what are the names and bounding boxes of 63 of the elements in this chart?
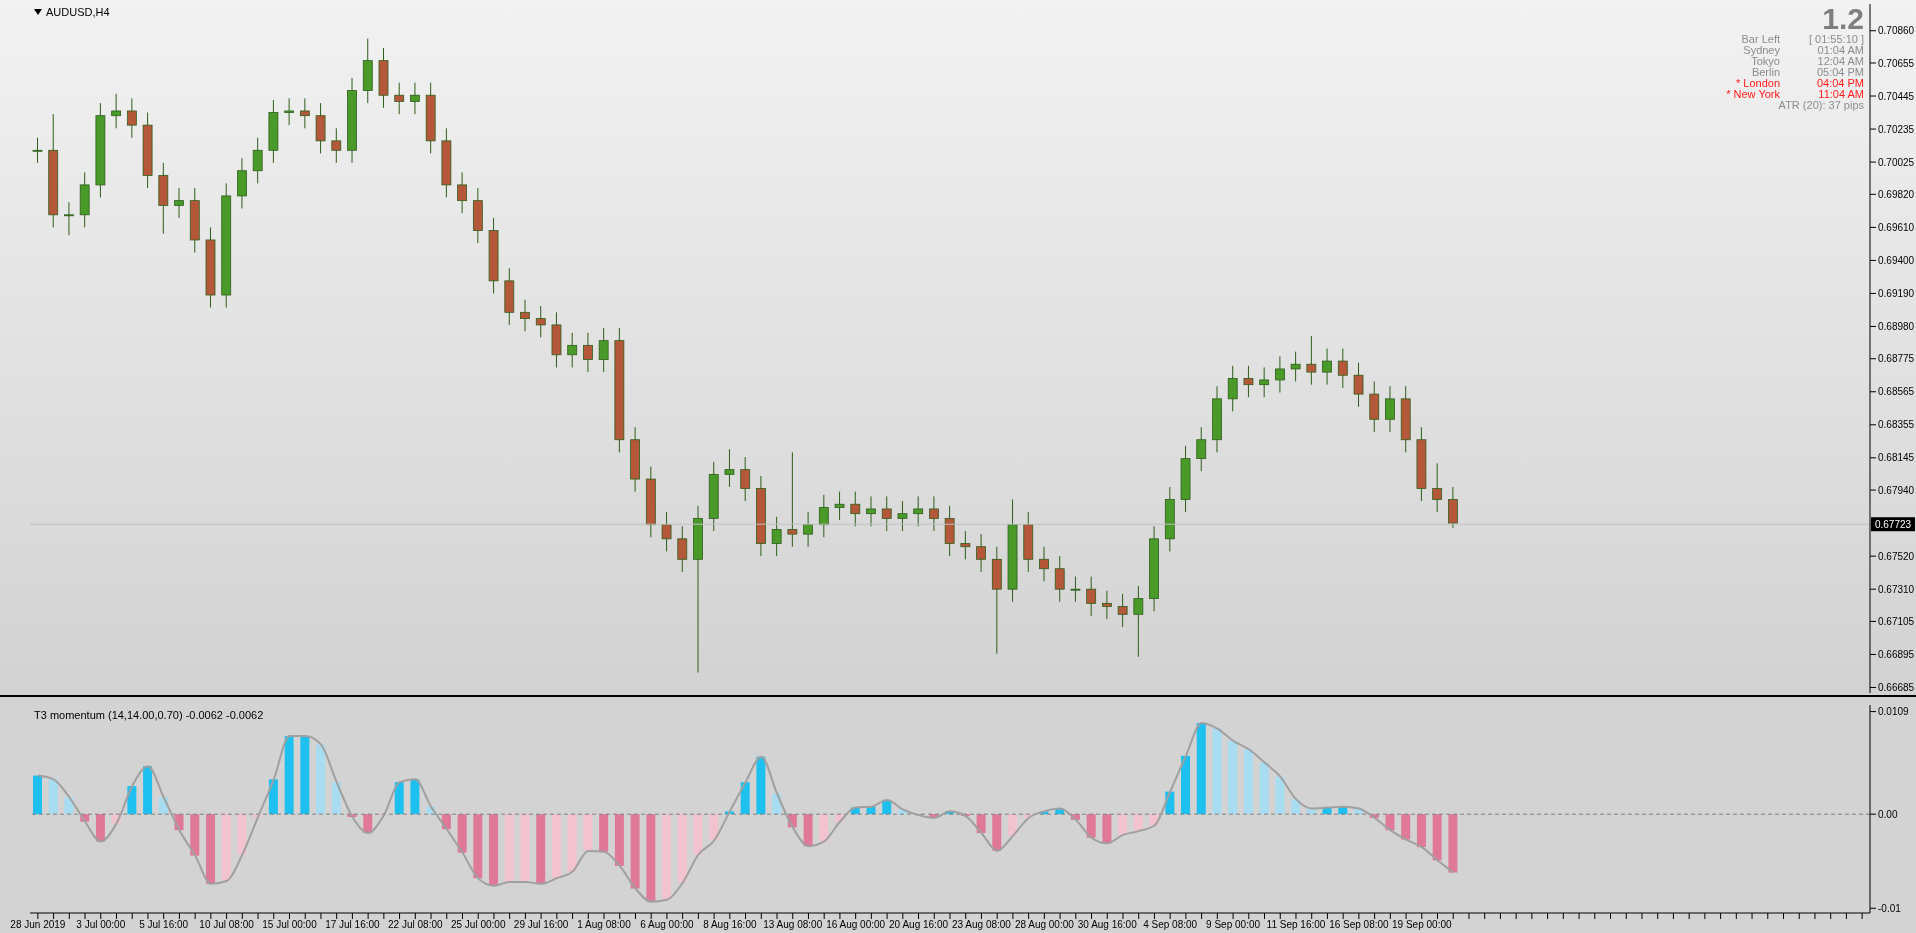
- y-tick-label: 0.70860: [1878, 25, 1915, 37]
- chart-title: AUDUSD,H4: [46, 6, 110, 18]
- x-tick-label: 29 Jul 16:00: [513, 919, 569, 931]
- y-tick-label: 0.66895: [1878, 649, 1915, 661]
- y-tick-label: 0.68355: [1878, 419, 1915, 431]
- x-tick-label: 23 Aug 08:00: [951, 919, 1012, 931]
- y-tick-label: 0.68145: [1878, 452, 1915, 464]
- x-tick-label: 17 Jul 16:00: [325, 919, 381, 931]
- y-tick-label: 0.70235: [1878, 123, 1915, 135]
- y-tick-label: 0.70445: [1878, 90, 1915, 102]
- x-tick-label: 9 Sep 00:00: [1206, 919, 1261, 931]
- annotation: ATR (20): 37 pips: [1777, 99, 1864, 111]
- x-tick-label: 5 Jul 16:00: [139, 919, 189, 931]
- x-tick-label: 22 Jul 08:00: [388, 919, 443, 931]
- y-tick-label: 0.69400: [1878, 254, 1915, 266]
- y-tick-label: 0.68775: [1878, 353, 1915, 365]
- annotation: 11:04 AM: [1817, 88, 1864, 100]
- y-tick-label: 0.70025: [1878, 156, 1915, 168]
- x-tick-label: 16 Sep 08:00: [1329, 919, 1390, 931]
- annotation: 04:04 PM: [1815, 77, 1864, 89]
- x-tick-label: 16 Aug 00:00: [826, 919, 886, 931]
- x-tick-label: 19 Sep 00:00: [1392, 919, 1452, 931]
- y-tick-label: 0.70655: [1878, 57, 1915, 69]
- y-tick-label: 0.67520: [1878, 550, 1915, 562]
- y-tick-label: -0.01: [1878, 902, 1902, 914]
- y-tick-label: 0.67105: [1878, 615, 1915, 627]
- x-tick-label: 20 Aug 16:00: [889, 919, 949, 931]
- x-tick-label: 1 Aug 08:00: [577, 919, 632, 931]
- y-tick-label: 0.68565: [1878, 386, 1915, 398]
- y-tick-label: 0.00: [1878, 808, 1898, 820]
- x-tick-label: 30 Aug 16:00: [1077, 919, 1138, 931]
- annotation: Tokyo: [1751, 55, 1780, 67]
- y-tick-label: 0.68980: [1878, 321, 1915, 333]
- x-tick-label: 28 Jun 2019: [10, 919, 66, 931]
- annotation: Berlin: [1750, 66, 1780, 78]
- chart-title: T3 momentum (14,14.00,0.70) -0.0062 -0.0062: [34, 709, 264, 721]
- annotation: Bar Left: [1740, 33, 1780, 45]
- y-tick-label: 0.0109: [1878, 706, 1910, 718]
- annotation: * London: [1734, 77, 1780, 89]
- x-tick-label: 11 Sep 16:00: [1266, 919, 1326, 931]
- ref-line-label: 0.67723: [1874, 519, 1912, 531]
- x-tick-label: 10 Jul 08:00: [199, 919, 255, 931]
- x-tick-label: 3 Jul 00:00: [76, 919, 126, 931]
- x-tick-label: 8 Aug 16:00: [703, 919, 757, 931]
- x-tick-label: 25 Jul 00:00: [450, 919, 506, 931]
- annotation: 01:04 AM: [1816, 44, 1864, 56]
- y-tick-label: 0.67310: [1878, 583, 1915, 595]
- annotation: * New York: [1725, 88, 1780, 100]
- annotation: [ 01:55:10 ]: [1807, 33, 1864, 45]
- y-tick-label: 0.69820: [1878, 188, 1915, 200]
- annotation: 12:04 AM: [1816, 55, 1864, 67]
- x-tick-label: 4 Sep 08:00: [1143, 919, 1198, 931]
- y-tick-label: 0.69190: [1878, 287, 1915, 299]
- annotation: 05:04 PM: [1815, 66, 1864, 78]
- y-tick-label: 0.66685: [1878, 682, 1915, 694]
- annotation: Sydney: [1742, 44, 1780, 56]
- x-tick-label: 6 Aug 00:00: [640, 919, 695, 931]
- annotation: 1.2: [1821, 2, 1864, 35]
- x-tick-label: 15 Jul 00:00: [262, 919, 318, 931]
- y-tick-label: 0.67940: [1878, 484, 1915, 496]
- y-tick-label: 0.69610: [1878, 221, 1915, 233]
- x-tick-label: 13 Aug 08:00: [763, 919, 823, 931]
- x-tick-label: 28 Aug 00:00: [1014, 919, 1075, 931]
